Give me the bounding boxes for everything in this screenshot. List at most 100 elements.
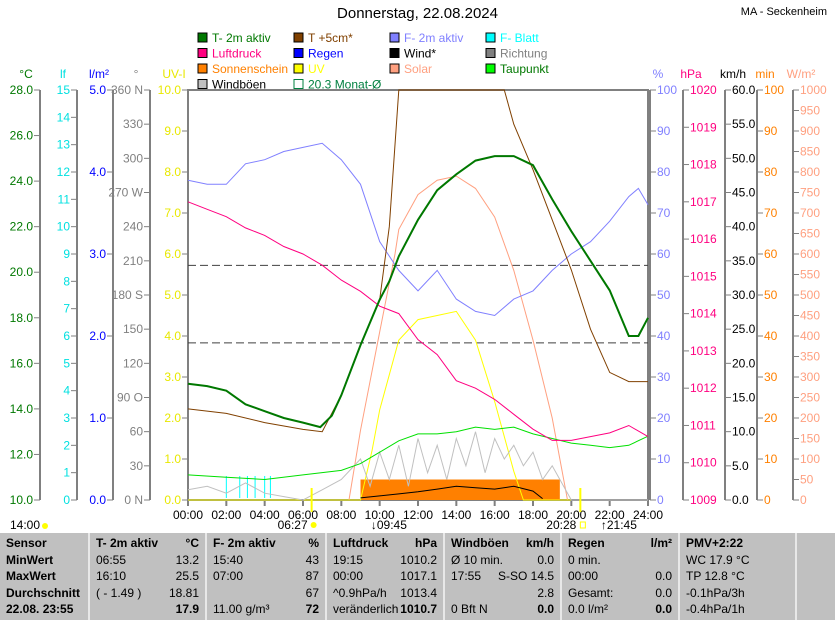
legend-label: Windböen (212, 78, 266, 92)
axis-unit: l/m² (89, 67, 109, 81)
axis-tick-label: 10 (764, 452, 778, 466)
axis-tick-label: 450 (800, 309, 820, 323)
axis-tick-label: 850 (800, 145, 820, 159)
axis-hPa: hPa 1009 1010 1011 1012 1013 1014 1015 1016 1017 1… (680, 67, 717, 507)
cell-label: Sensor (6, 536, 47, 550)
series-uv (188, 310, 648, 501)
axis-tick-label: 3.0 (164, 370, 181, 384)
legend-label: 20.3 Monat-Ø (308, 78, 381, 92)
legend-label: UV (308, 62, 325, 76)
cell-label: Windböen (451, 536, 509, 550)
cell-label: F- 2m aktiv (213, 536, 276, 550)
axis-tick-label: 500 (800, 288, 820, 302)
axis-tick-label: 80 (657, 165, 671, 179)
table-row: MaxWert (6, 568, 82, 585)
axis-tick-label: 60 (764, 247, 778, 261)
cell-value: 67 (305, 585, 319, 600)
legend-label: T +5cm* (308, 31, 353, 45)
axis-tick-label: 0.0 (89, 493, 106, 507)
axis-tick-label: 9.0 (164, 124, 181, 138)
cell-label: Durchschnitt (6, 585, 81, 600)
sunset-time: 20:28 (546, 518, 576, 532)
axis-tick-label: 2 (63, 438, 70, 452)
cell-value: l/m² (650, 536, 672, 550)
sunshine-bar (360, 479, 560, 500)
cell-label: MaxWert (6, 569, 56, 583)
axis-tick-label: 20 (764, 411, 778, 425)
table-column: Luftdruck hPa 19:15 1010.2 00:00 1017.1 ^0.9hP… (325, 533, 443, 620)
axis-tick-label: 50.0 (732, 151, 756, 165)
table-column (795, 533, 835, 620)
axis-tick-label: 100 (764, 83, 784, 97)
axis-tick-label: 100 (800, 452, 820, 466)
axis-tick-label: 8.0 (164, 165, 181, 179)
table-row: 11.00 g/m³ 72 (213, 601, 319, 618)
cell-label: Gesamt: (568, 585, 614, 600)
axis-tick-label: 5 (63, 356, 70, 370)
cell-value: 0.0 (655, 585, 672, 600)
plot-area (187, 89, 649, 501)
sun-icon (42, 523, 48, 529)
axis-tick-label: 1009 (690, 493, 717, 507)
table-row (803, 568, 829, 585)
axis-tick-label: 10.0 (158, 83, 182, 97)
table-row (803, 601, 829, 618)
axis-tick-label: 0 (657, 493, 664, 507)
axis-tick-label: 6.0 (164, 247, 181, 261)
cell-value: 0.0 (537, 552, 554, 567)
chart-title: Donnerstag, 22.08.2024 (337, 5, 498, 22)
legend-swatch (389, 63, 400, 74)
table-row: 07:00 87 (213, 568, 319, 585)
x-tick-label: 12:00 (403, 508, 433, 522)
axis-tick-label: 20 (657, 411, 671, 425)
cell-value: 0.0 (655, 602, 672, 616)
axis-tick-label: 150 (123, 322, 143, 336)
cell-label: ( - 1.49 ) (96, 585, 142, 600)
cell-value: 72 (305, 602, 319, 616)
axis-unit: °C (19, 67, 33, 81)
axis-tick-label: 0 (63, 493, 70, 507)
axis-kmh: km/h 0.0 5.0 10.0 15.0 20.0 25.0 30.0 35.0 40.0 45… (720, 67, 756, 507)
cell-label: PMV+2:22 (686, 536, 744, 550)
table-row: Sensor (6, 535, 82, 552)
axis-tick-label: 750 (800, 186, 820, 200)
cell-label: MinWert (6, 552, 54, 567)
cell-value: 43 (305, 552, 319, 567)
axis-tick-label: 120 (123, 356, 143, 370)
axis-tick-label: 270 W (108, 186, 143, 200)
axis-tick-label: 15.0 (732, 391, 756, 405)
axis-tick-label: 7 (63, 302, 70, 316)
series-f-2m-aktiv (187, 142, 649, 317)
axis-tick-label: 330 (123, 117, 143, 131)
cell-label: WC 17.9 °C (686, 552, 750, 567)
axis-tick-label: 240 (123, 220, 143, 234)
table-row: 0 min. (568, 552, 672, 569)
legend-swatch (389, 48, 400, 58)
axis-tick-label: 50 (657, 288, 671, 302)
axis-tick-label: 5.0 (89, 83, 106, 97)
axis-tick-label: 22.0 (10, 220, 34, 234)
x-tick-label: 14:00 (441, 508, 471, 522)
axis-tick-label: 210 (123, 254, 143, 268)
cell-value: S-SO 14.5 (497, 569, 554, 583)
axis-tick-label: 0.0 (732, 493, 749, 507)
cell-label: ^0.9hPa/h (333, 585, 387, 600)
axis-tick-label: 0 (800, 493, 807, 507)
axis-min: min 0 10 20 30 40 50 60 70 80 90 100 (755, 67, 784, 507)
cell-label: Luftdruck (333, 536, 389, 550)
cell-label: 0 min. (568, 552, 601, 567)
axis-tick-label: 350 (800, 350, 820, 364)
axis-tick-label: 1017 (690, 195, 717, 209)
legend-label: Regen (308, 47, 343, 61)
series-t-2m-aktiv (187, 155, 649, 429)
table-row: ^0.9hPa/h 1013.4 (333, 585, 437, 602)
table-row: -0.4hPa/1h (686, 601, 789, 618)
cell-label: Regen (568, 536, 605, 550)
cell-label: TP 12.8 °C (686, 569, 745, 583)
axis-unit: % (653, 67, 664, 81)
weather-chart: T- 2m aktiv T +5cm* F- 2m aktiv F- Blatt Luf… (10, 31, 827, 532)
x-tick-label: 00:00 (173, 508, 203, 522)
legend-label: F- Blatt (500, 31, 539, 45)
table-row: 2.8 (451, 585, 554, 602)
axis-tick-label: 3 (63, 411, 70, 425)
